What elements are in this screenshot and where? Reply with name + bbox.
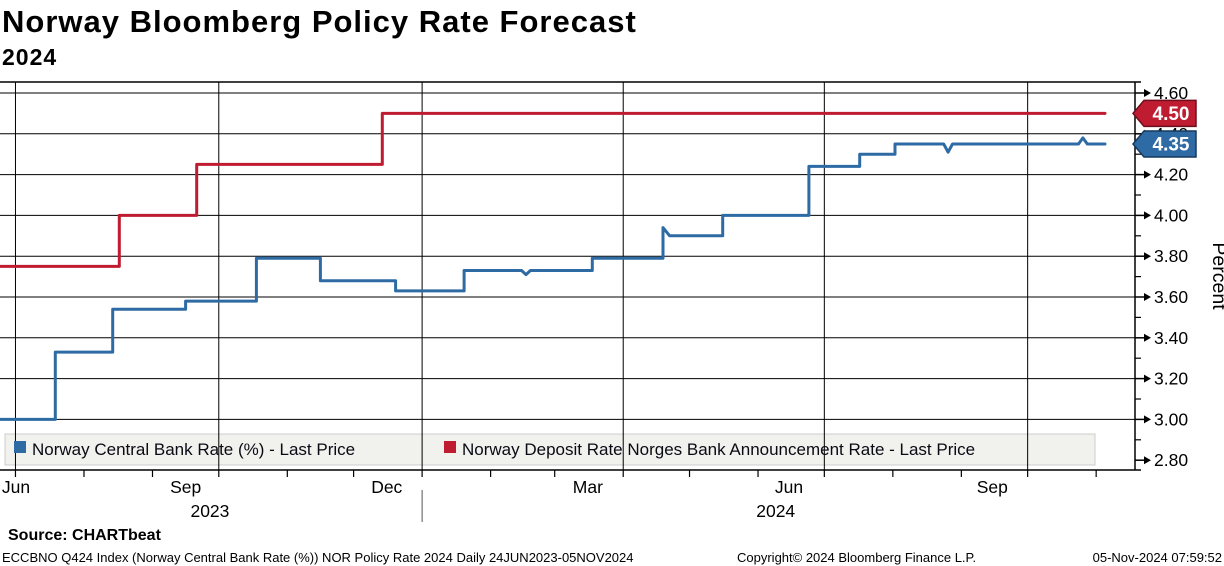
central-bank-rate-price-tag <box>1132 130 1197 158</box>
y-tick-label: 4.60 <box>1154 83 1188 103</box>
y-tick-arrow-icon <box>1144 293 1151 301</box>
footer-copyright: Copyright© 2024 Bloomberg Finance L.P. <box>737 550 977 565</box>
x-month-label: Sep <box>170 477 201 497</box>
y-tick-arrow-icon <box>1144 252 1151 261</box>
deposit-rate-legend-label: Norway Deposit Rate Norges Bank Announce… <box>462 440 975 459</box>
source-label: Source: CHARTbeat <box>8 527 161 544</box>
x-month-label: Sep <box>977 477 1008 497</box>
y-tick-arrow-icon <box>1144 333 1151 342</box>
y-tick-label: 3.80 <box>1154 246 1188 266</box>
x-month-label: Mar <box>573 477 603 497</box>
chart-subtitle: 2024 <box>2 44 58 70</box>
footer-index-info: ECCBNO Q424 Index (Norway Central Bank R… <box>2 550 634 565</box>
y-tick-arrow-icon <box>1144 456 1151 465</box>
y-tick-label: 3.00 <box>1154 409 1188 429</box>
x-year-label: 2024 <box>756 501 795 521</box>
central-bank-rate-legend-label: Norway Central Bank Rate (%) - Last Pric… <box>32 440 355 459</box>
y-tick-label: 4.00 <box>1154 205 1188 225</box>
x-year-label: 2023 <box>190 501 229 521</box>
y-tick-arrow-icon <box>1144 211 1151 220</box>
x-month-label: Dec <box>371 477 402 497</box>
y-tick-arrow-icon <box>1144 170 1151 179</box>
x-month-label: Jun <box>775 477 803 497</box>
footer-timestamp: 05-Nov-2024 07:59:52 <box>1092 550 1222 565</box>
y-tick-arrow-icon <box>1144 89 1151 97</box>
deposit-rate-legend-swatch <box>444 441 456 453</box>
y-tick-arrow-icon <box>1144 374 1151 383</box>
central-bank-rate-price-tag-value: 4.35 <box>1153 135 1190 156</box>
y-tick-label: 3.40 <box>1154 328 1188 348</box>
footer-bar: ECCBNO Q424 Index (Norway Central Bank R… <box>0 550 1224 566</box>
deposit-rate-line <box>0 111 1107 268</box>
legend-box <box>4 433 1096 466</box>
y-axis-title: Percent <box>1208 242 1224 310</box>
x-month-label: Jun <box>2 477 30 497</box>
chart-title: Norway Bloomberg Policy Rate Forecast <box>2 4 637 39</box>
deposit-rate-price-tag <box>1132 99 1197 128</box>
y-tick-label: 3.60 <box>1154 287 1188 307</box>
y-tick-label: 3.20 <box>1154 369 1188 389</box>
y-tick-label: 2.80 <box>1154 450 1188 470</box>
y-tick-arrow-icon <box>1144 415 1151 424</box>
central-bank-rate-legend-swatch <box>14 441 26 453</box>
deposit-rate-price-tag-value: 4.50 <box>1153 104 1190 125</box>
central-bank-rate-line <box>0 136 1107 421</box>
y-tick-label: 4.20 <box>1154 165 1188 185</box>
